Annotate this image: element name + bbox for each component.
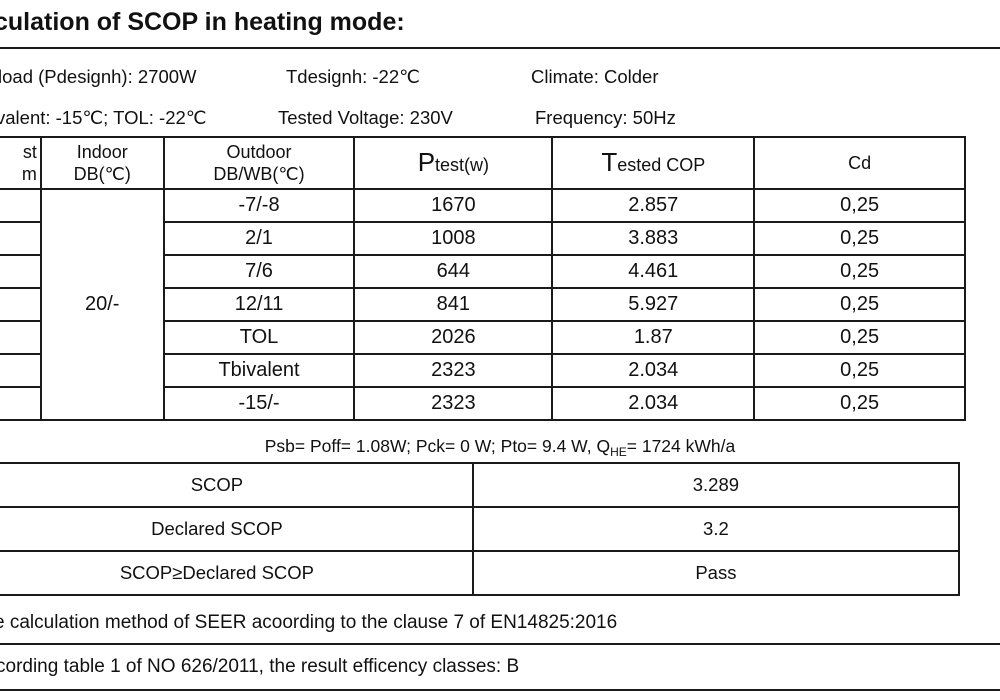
- summary-row: SCOP≥Declared SCOP Pass: [0, 550, 961, 596]
- cell-test: [0, 254, 42, 289]
- summary-label: SCOP: [0, 462, 474, 508]
- header-ptest: Ptest(w): [353, 136, 554, 190]
- cell-cop: 1.87: [551, 320, 756, 355]
- cell-cd: 0,25: [753, 353, 966, 388]
- cell-cop: 3.883: [551, 221, 756, 256]
- table-header-row: st m Indoor DB(℃) Outdoor DB/WB(℃) Ptest(w)…: [0, 136, 966, 190]
- summary-value: 3.289: [471, 462, 961, 508]
- cell-outdoor: Tbivalent: [162, 353, 356, 388]
- header-outdoor: Outdoor DB/WB(℃): [162, 136, 356, 190]
- title-underline: [0, 47, 1000, 49]
- cell-cop: 2.034: [551, 353, 756, 388]
- tested-voltage-text: Tested Voltage: 230V: [278, 107, 453, 128]
- note-divider: [0, 643, 1000, 645]
- cell-ptest: 2323: [353, 353, 554, 388]
- qhe-value: = 1724 kWh/a: [626, 436, 736, 456]
- calculation-method-note: e calculation method of SEER acoording t…: [0, 612, 618, 633]
- page-title: culation of SCOP in heating mode:: [0, 8, 405, 36]
- frequency-text: Frequency: 50Hz: [535, 107, 676, 128]
- climate-text: Climate: Colder: [531, 66, 659, 87]
- cell-ptest: 2323: [353, 386, 554, 421]
- cell-outdoor: -7/-8: [162, 188, 356, 223]
- cell-cd: 0,25: [753, 254, 966, 289]
- table-row: 12/11 841 5.927 0,25: [0, 287, 966, 322]
- cell-test: [0, 287, 42, 322]
- summary-label: SCOP≥Declared SCOP: [0, 550, 474, 596]
- cell-cd: 0,25: [753, 386, 966, 421]
- cell-test: [0, 320, 42, 355]
- bottom-divider: [0, 689, 1000, 691]
- cell-ptest: 841: [353, 287, 554, 322]
- cell-test: [0, 188, 42, 223]
- cell-cop: 2.857: [551, 188, 756, 223]
- table-row: 7/6 644 4.461 0,25: [0, 254, 966, 289]
- table-row: TOL 2026 1.87 0,25: [0, 320, 966, 355]
- header-cd: Cd: [753, 136, 966, 190]
- power-consumption-line: Psb= Poff= 1.08W; Pck= 0 W; Pto= 9.4 W, …: [0, 436, 1000, 459]
- cell-outdoor: TOL: [162, 320, 356, 355]
- cell-outdoor: -15/-: [162, 386, 356, 421]
- table-row: 20/- -7/-8 1670 2.857 0,25: [0, 188, 966, 421]
- summary-row: SCOP 3.289: [0, 462, 961, 508]
- header-test: st m: [0, 136, 42, 190]
- cell-cd: 0,25: [753, 320, 966, 355]
- power-text: Psb= Poff= 1.08W; Pck= 0 W; Pto= 9.4 W, …: [264, 436, 611, 456]
- header-indoor: Indoor DB(℃): [39, 136, 165, 190]
- cell-outdoor: 2/1: [162, 221, 356, 256]
- test-results-table: st m Indoor DB(℃) Outdoor DB/WB(℃) Ptest(w)…: [0, 136, 966, 421]
- efficiency-class-note: cording table 1 of NO 626/2011, the resu…: [0, 656, 520, 677]
- scop-summary-table: SCOP 3.289 Declared SCOP 3.2 SCOP≥Declar…: [0, 462, 961, 596]
- cell-test: [0, 221, 42, 256]
- cell-outdoor: 7/6: [162, 254, 356, 289]
- cell-cop: 5.927: [551, 287, 756, 322]
- summary-label: Declared SCOP: [0, 506, 474, 552]
- cell-ptest: 2026: [353, 320, 554, 355]
- cell-ptest: 1008: [353, 221, 554, 256]
- cell-indoor-merged: 20/-: [39, 188, 165, 421]
- summary-value: 3.2: [471, 506, 961, 552]
- table-row: -15/- 2323 2.034 0,25: [0, 386, 966, 421]
- cell-cop: 4.461: [551, 254, 756, 289]
- cell-ptest: 1670: [353, 188, 554, 223]
- cell-cd: 0,25: [753, 188, 966, 223]
- table-row: 2/1 1008 3.883 0,25: [0, 221, 966, 256]
- design-load-text: load (Pdesignh): 2700W: [0, 66, 197, 87]
- table-row: Tbivalent 2323 2.034 0,25: [0, 353, 966, 388]
- summary-value: Pass: [471, 550, 961, 596]
- tdesign-text: Tdesignh: -22℃: [286, 66, 420, 87]
- cell-ptest: 644: [353, 254, 554, 289]
- qhe-subscript: HE: [610, 445, 627, 459]
- bivalent-tol-text: valent: -15℃; TOL: -22℃: [0, 107, 207, 128]
- cell-cd: 0,25: [753, 287, 966, 322]
- cell-cop: 2.034: [551, 386, 756, 421]
- cell-outdoor: 12/11: [162, 287, 356, 322]
- cell-cd: 0,25: [753, 221, 966, 256]
- cell-test: [0, 386, 42, 421]
- summary-row: Declared SCOP 3.2: [0, 506, 961, 552]
- header-tested-cop: Tested COP: [551, 136, 756, 190]
- cell-test: [0, 353, 42, 388]
